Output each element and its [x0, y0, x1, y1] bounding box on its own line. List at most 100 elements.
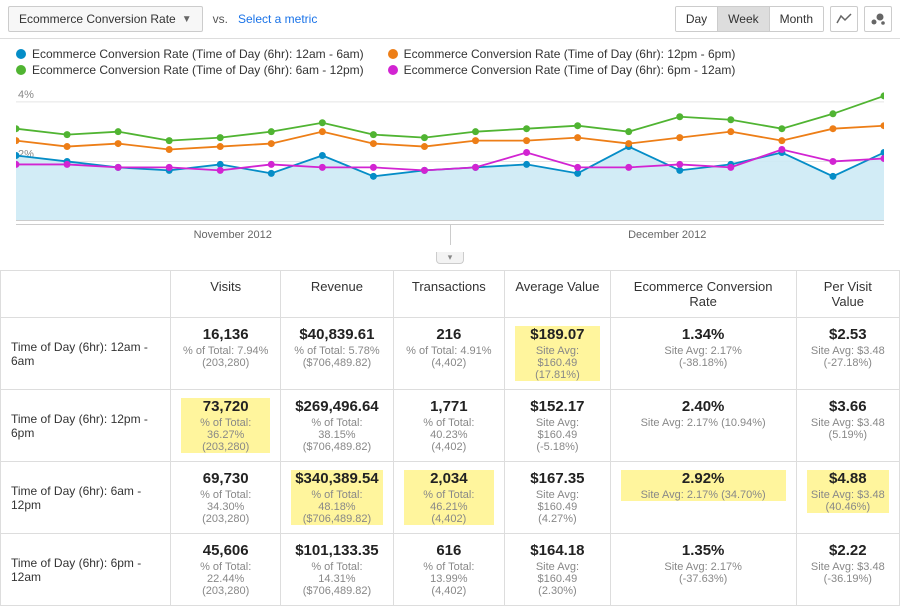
cell-sub: Site Avg: $160.49 [515, 417, 600, 441]
cell-sub: ($706,489.82) [291, 357, 382, 369]
data-cell: 45,606 % of Total: 22.44%(203,280) [171, 534, 281, 606]
cell-main: 2.40% [621, 398, 786, 415]
cell-sub: (-37.63%) [621, 573, 786, 585]
caret-down-icon: ▼ [182, 14, 192, 25]
col-header[interactable]: Transactions [393, 271, 505, 318]
cell-sub: (4.27%) [515, 513, 600, 525]
data-cell: 16,136% of Total: 7.94%(203,280) [171, 318, 281, 390]
cell-sub: % of Total: 36.27% [181, 417, 270, 441]
data-cell: 2.92%Site Avg: 2.17% (34.70%) [610, 462, 796, 534]
cell-main: $2.22 [807, 542, 889, 559]
collapse-toggle[interactable]: ▾ [436, 252, 464, 264]
time-btn-month[interactable]: Month [770, 7, 823, 31]
table-row: Time of Day (6hr): 12am - 6am16,136% of … [1, 318, 900, 390]
data-cell: $3.66Site Avg: $3.48(5.19%) [796, 390, 899, 462]
row-label: Time of Day (6hr): 6am - 12pm [1, 462, 171, 534]
legend: Ecommerce Conversion Rate (Time of Day (… [0, 39, 900, 81]
data-cell: 616 % of Total: 13.99%(4,402) [393, 534, 505, 606]
cell-sub: Site Avg: $160.49 [515, 561, 600, 585]
col-header[interactable]: Per Visit Value [796, 271, 899, 318]
cell-main: 73,720 [181, 398, 270, 415]
cell-sub: Site Avg: 2.17% [621, 345, 786, 357]
cell-main: $164.18 [515, 542, 600, 559]
metric-selector[interactable]: Ecommerce Conversion Rate ▼ [8, 6, 203, 32]
metric-selector-label: Ecommerce Conversion Rate [19, 12, 176, 26]
legend-item[interactable]: Ecommerce Conversion Rate (Time of Day (… [16, 47, 364, 61]
table-body: Time of Day (6hr): 12am - 6am16,136% of … [1, 318, 900, 606]
cell-sub: (40.46%) [807, 501, 889, 513]
data-cell: $2.53 Site Avg: $3.48(-27.18%) [796, 318, 899, 390]
time-granularity-buttons: Day Week Month [675, 6, 824, 32]
cell-sub: (-38.18%) [621, 357, 786, 369]
cell-main: 2,034 [404, 470, 495, 487]
cell-sub: (4,402) [404, 585, 495, 597]
legend-label: Ecommerce Conversion Rate (Time of Day (… [32, 47, 364, 61]
cell-sub: (203,280) [181, 441, 270, 453]
cell-sub: % of Total: 13.99% [404, 561, 495, 585]
data-cell: $101,133.35% of Total: 14.31%($706,489.8… [281, 534, 393, 606]
data-cell: $4.88 Site Avg: $3.48(40.46%) [796, 462, 899, 534]
cell-main: $189.07 [515, 326, 600, 343]
time-btn-day[interactable]: Day [676, 7, 718, 31]
cell-main: $101,133.35 [291, 542, 382, 559]
cell-sub: % of Total: 46.21% [404, 489, 495, 513]
cell-main: 1.34% [621, 326, 786, 343]
cell-main: 16,136 [181, 326, 270, 343]
cell-main: $167.35 [515, 470, 600, 487]
cell-sub: % of Total: 22.44% [181, 561, 270, 585]
cell-main: $2.53 [807, 326, 889, 343]
data-cell: 1.35%Site Avg: 2.17%(-37.63%) [610, 534, 796, 606]
cell-sub: Site Avg: $3.48 [807, 561, 889, 573]
cell-sub: % of Total: 34.30% [181, 489, 270, 513]
svg-text:4%: 4% [18, 89, 34, 101]
cell-sub: (-27.18%) [807, 357, 889, 369]
legend-item[interactable]: Ecommerce Conversion Rate (Time of Day (… [388, 63, 736, 77]
data-table: VisitsRevenueTransactionsAverage ValueEc… [0, 270, 900, 606]
cell-main: 616 [404, 542, 495, 559]
data-cell: $167.35 Site Avg: $160.49(4.27%) [505, 462, 611, 534]
toolbar: Ecommerce Conversion Rate ▼ vs. Select a… [0, 0, 900, 39]
cell-sub: (203,280) [181, 513, 270, 525]
cell-sub: (203,280) [181, 357, 270, 369]
x-axis-labels: November 2012December 2012 [16, 224, 884, 245]
vs-label: vs. [213, 12, 228, 26]
legend-label: Ecommerce Conversion Rate (Time of Day (… [404, 47, 736, 61]
data-cell: 1,771% of Total: 40.23%(4,402) [393, 390, 505, 462]
cell-main: $40,839.61 [291, 326, 382, 343]
cell-main: $340,389.54 [291, 470, 382, 487]
select-metric-link[interactable]: Select a metric [238, 12, 317, 26]
col-header[interactable]: Average Value [505, 271, 611, 318]
cell-main: 69,730 [181, 470, 270, 487]
table-row: Time of Day (6hr): 6pm - 12am45,606% of … [1, 534, 900, 606]
cell-sub: (2.30%) [515, 585, 600, 597]
col-header[interactable] [1, 271, 171, 318]
cell-sub: % of Total: 38.15% [291, 417, 382, 441]
col-header[interactable]: Ecommerce Conversion Rate [610, 271, 796, 318]
cell-sub: (17.81%) [515, 369, 600, 381]
chart-svg: 2%4% [16, 81, 884, 221]
cell-sub: Site Avg: $3.48 [807, 417, 889, 429]
col-header[interactable]: Revenue [281, 271, 393, 318]
time-btn-week[interactable]: Week [718, 7, 769, 31]
cell-sub: (203,280) [181, 585, 270, 597]
cell-sub: (5.19%) [807, 429, 889, 441]
motion-chart-icon[interactable] [864, 6, 892, 32]
cell-main: 45,606 [181, 542, 270, 559]
cell-sub: ($706,489.82) [291, 513, 382, 525]
cell-sub: Site Avg: $3.48 [807, 345, 889, 357]
col-header[interactable]: Visits [171, 271, 281, 318]
cell-sub: Site Avg: $3.48 [807, 489, 889, 501]
cell-sub: % of Total: 48.18% [291, 489, 382, 513]
cell-sub: (4,402) [404, 357, 495, 369]
legend-item[interactable]: Ecommerce Conversion Rate (Time of Day (… [388, 47, 736, 61]
data-cell: $2.22Site Avg: $3.48(-36.19%) [796, 534, 899, 606]
cell-main: $152.17 [515, 398, 600, 415]
legend-item[interactable]: Ecommerce Conversion Rate (Time of Day (… [16, 63, 364, 77]
cell-main: $269,496.64 [291, 398, 382, 415]
line-chart-icon[interactable] [830, 6, 858, 32]
cell-main: $4.88 [807, 470, 889, 487]
x-axis-label: November 2012 [16, 225, 451, 245]
table-row: Time of Day (6hr): 12pm - 6pm73,720% of … [1, 390, 900, 462]
data-cell: 69,730 % of Total: 34.30%(203,280) [171, 462, 281, 534]
cell-sub: Site Avg: $160.49 [515, 489, 600, 513]
